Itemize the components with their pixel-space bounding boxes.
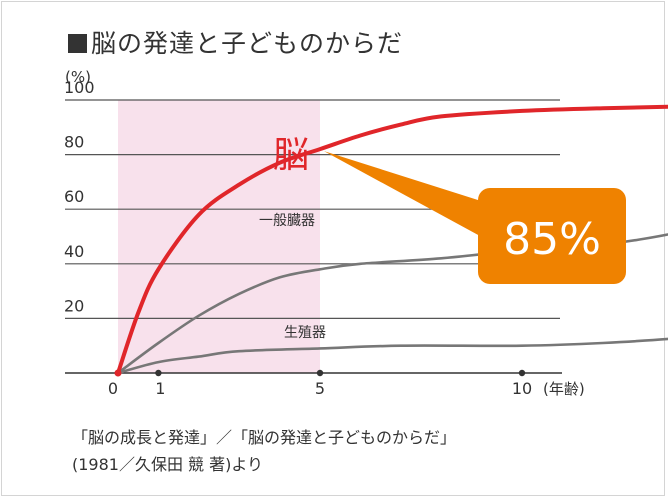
x-tick-dot-5 (316, 369, 324, 377)
chart-title-text: 脳の発達と子どものからだ (91, 29, 404, 58)
y-tick-label-20: 20 (64, 296, 84, 315)
y-tick-label-100: 100 (64, 78, 95, 97)
x-tick-dot-1 (155, 369, 162, 377)
series-line-0 (116, 104, 668, 375)
y-axis-label: (%) (65, 68, 91, 86)
x-tick-label-10: 10 (512, 379, 532, 398)
series-label-1: 一般臓器 (259, 213, 315, 229)
callout-box (478, 188, 626, 284)
x-axis-label: (年齢) (543, 380, 585, 398)
source-line-1: 「脳の成長と発達」／「脳の発達と子どものからだ」 (72, 428, 457, 447)
callout-pointer (324, 151, 500, 236)
y-tick-label-80: 80 (64, 133, 84, 152)
x-tick-label-1: 1 (155, 379, 165, 398)
title-square-bullet (68, 34, 87, 53)
x-tick-label-0: 0 (108, 379, 118, 398)
highlight-band-0-5 (118, 100, 320, 373)
source-line-2: (1981／久保田 競 著)より (72, 455, 264, 474)
chart-title: 脳の発達と子どものからだ (68, 24, 403, 60)
y-tick-label-60: 60 (64, 187, 84, 206)
series-label-0: 脳 (273, 135, 309, 176)
series-label-2: 生殖器 (284, 324, 326, 341)
x-tick-dot-10 (518, 369, 526, 377)
x-tick-label-5: 5 (315, 379, 325, 398)
source-citation: 「脳の成長と発達」／「脳の発達と子どものからだ」 (1981／久保田 競 著)よ… (72, 424, 456, 478)
origin-dot (114, 369, 122, 377)
y-tick-label-40: 40 (64, 242, 84, 261)
series-line-2 (116, 337, 668, 375)
callout-value: 85% (503, 214, 601, 265)
